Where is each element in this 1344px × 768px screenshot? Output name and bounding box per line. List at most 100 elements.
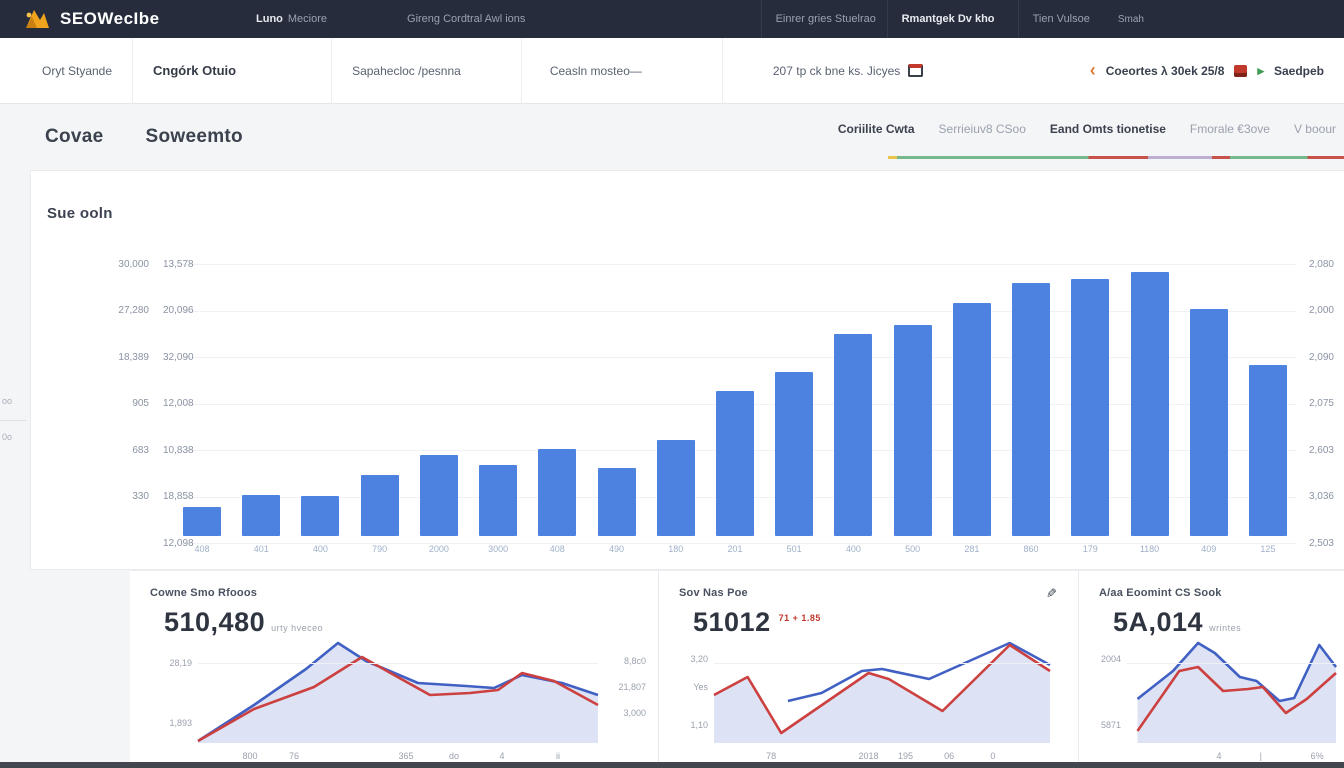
toolbar-item-2-label: Cngórk Otuio	[153, 63, 237, 78]
nav-separator	[886, 0, 888, 38]
x-axis-label: 76	[288, 751, 300, 761]
bar[interactable]	[419, 455, 458, 536]
card-2-chart: 3,20 Yes 1,10 78 2018 195 06 0	[690, 643, 1050, 761]
bar[interactable]	[893, 325, 932, 536]
line-series-blue	[788, 643, 1050, 701]
axis-label: 2,075	[1308, 398, 1334, 410]
area-fill	[714, 645, 1050, 743]
toolbar-item-1-label: Oryt Styande	[42, 63, 113, 78]
bar[interactable]	[952, 303, 991, 536]
x-axis-label: 4	[499, 751, 505, 761]
toolbar-item-3[interactable]: Sapahecloc /pesnna	[332, 38, 481, 104]
y-axis-label: 1,10	[690, 720, 708, 730]
bar-x-label: 201	[727, 544, 743, 554]
bar-column: 400	[832, 254, 874, 554]
line-series-red	[1137, 667, 1336, 731]
bottom-cards-strip: Cowne Smo Rfooos 510,480 urty hveceo 28,1…	[130, 570, 1344, 763]
bar[interactable]	[1248, 365, 1287, 536]
bar[interactable]	[656, 440, 695, 536]
card-keywords: Sov Nas Poe ✎ 51012 71 + 1.85 3,20 Yes 1,10…	[659, 571, 1078, 763]
gridline	[181, 543, 1296, 544]
y-axis-left-col2: 13,578 20,096 32,090 12,008 10,838 18,858 12,0…	[163, 241, 243, 567]
app-logo[interactable]: SEOWecIbe	[24, 8, 214, 30]
bar-column: 409	[1188, 254, 1230, 554]
toolbar-separator	[721, 37, 723, 104]
main-chart-title: Sue ooln	[47, 205, 113, 222]
back-chevron-icon[interactable]: ‹	[1089, 60, 1096, 80]
tab-1[interactable]: Coriilite Cwta	[837, 122, 915, 136]
bar[interactable]	[479, 465, 518, 536]
bar-column: 401	[240, 254, 282, 554]
tab-5[interactable]: V boour	[1293, 122, 1336, 136]
bar[interactable]	[775, 372, 814, 536]
y-axis-label: 28,19	[169, 658, 192, 668]
bar[interactable]	[1189, 309, 1228, 536]
x-axis-label: 0	[990, 751, 996, 761]
toolbar-item-2[interactable]: Cngórk Otuio	[133, 38, 256, 104]
toolbar-item-1[interactable]: Oryt Styande	[22, 38, 132, 104]
axis-label: 12,098	[163, 537, 194, 549]
bar-x-label: 860	[1023, 544, 1039, 554]
bar[interactable]	[183, 507, 221, 536]
tab-2[interactable]: Serrieiuv8 CSoo	[938, 122, 1026, 136]
bar[interactable]	[834, 334, 873, 536]
compare-button[interactable]: Saedpeb	[1273, 63, 1324, 78]
nav-item-4[interactable]: Rmantgek Dv kho	[888, 0, 1018, 38]
axis-label: 905	[132, 398, 149, 410]
y-axis-label-right: 21,807	[618, 682, 646, 692]
bar[interactable]	[301, 496, 340, 536]
card-1-value-suffix: urty hveceo	[271, 623, 324, 633]
toolbar-item-3-label: Sapahecloc /pesnna	[352, 63, 461, 78]
toolbar-item-4[interactable]: Ceasln mosteo—	[530, 38, 662, 104]
nav-item-2[interactable]: Gireng Cordtral Awl ions	[393, 0, 539, 38]
nav-item-5[interactable]: Tien Vulsoe	[1019, 0, 1104, 38]
nav-item-1[interactable]: Luno Meciore	[242, 0, 341, 38]
nav-item-3[interactable]: Einrer gries Stuelrao	[762, 0, 887, 38]
x-axis-label: 78	[766, 751, 777, 761]
tab-4[interactable]: Fmorale €3ove	[1189, 122, 1270, 136]
tab-3[interactable]: Eand Omts tionetise	[1049, 122, 1166, 136]
bar-column: 125	[1247, 254, 1289, 554]
bar[interactable]	[242, 495, 281, 536]
nav-separator	[1017, 0, 1019, 38]
card-separator	[658, 571, 659, 763]
bar-x-label: 490	[609, 544, 625, 554]
bar[interactable]	[1012, 283, 1051, 536]
logo-text: SEOWecIbe	[60, 9, 160, 28]
card-1-title: Cowne Smo Rfooos	[150, 587, 258, 599]
bar[interactable]	[715, 391, 754, 536]
nav-item-6[interactable]: Smah	[1104, 0, 1344, 38]
x-axis-label: 2018	[858, 751, 879, 761]
bar-x-label: 408	[549, 544, 565, 554]
bar[interactable]	[360, 475, 399, 536]
bar[interactable]	[538, 449, 577, 536]
y-axis-label: 5871	[1100, 720, 1121, 730]
calendar-red-icon[interactable]	[1234, 64, 1248, 77]
bar[interactable]	[1130, 272, 1169, 536]
bar-column: 3000	[477, 254, 519, 554]
bar[interactable]	[1071, 279, 1110, 536]
axis-label: 20,096	[163, 305, 194, 317]
nav-item-3-label: Einrer gries Stuelrao	[775, 13, 876, 25]
bar-column: 408	[181, 254, 223, 554]
bar[interactable]	[597, 468, 636, 536]
gridline	[181, 264, 1296, 265]
axis-label	[53, 520, 149, 567]
axis-label: 13,578	[163, 258, 194, 270]
axis-label: 2,080	[1308, 258, 1334, 270]
y-axis-label: 3,20	[690, 654, 708, 664]
card-1-value-number: 510,480	[164, 607, 266, 637]
bar-x-label: 3000	[488, 544, 509, 554]
bar-column: 201	[714, 254, 756, 554]
period-selector[interactable]: Coeortes λ 30ek 25/8	[1105, 63, 1225, 78]
card-3-value: 5A,014 wrintes	[1113, 607, 1241, 638]
x-axis-label: 6%	[1310, 751, 1324, 761]
toolbar-date-range[interactable]: 207 tp ck bne ks. Jicyes	[753, 38, 943, 104]
y-axis-left-col1: 30,000 27,280 18,389 905 683 330	[53, 241, 149, 567]
nav-item-1-sublabel: Meciore	[287, 13, 328, 25]
bar-column: 2000	[418, 254, 460, 554]
logo-icon	[26, 10, 49, 28]
nav-item-2-label: Gireng Cordtral Awl ions	[407, 13, 526, 25]
edit-pencil-icon[interactable]: ✎	[1043, 587, 1059, 599]
card-2-value: 51012 71 + 1.85	[693, 607, 821, 638]
